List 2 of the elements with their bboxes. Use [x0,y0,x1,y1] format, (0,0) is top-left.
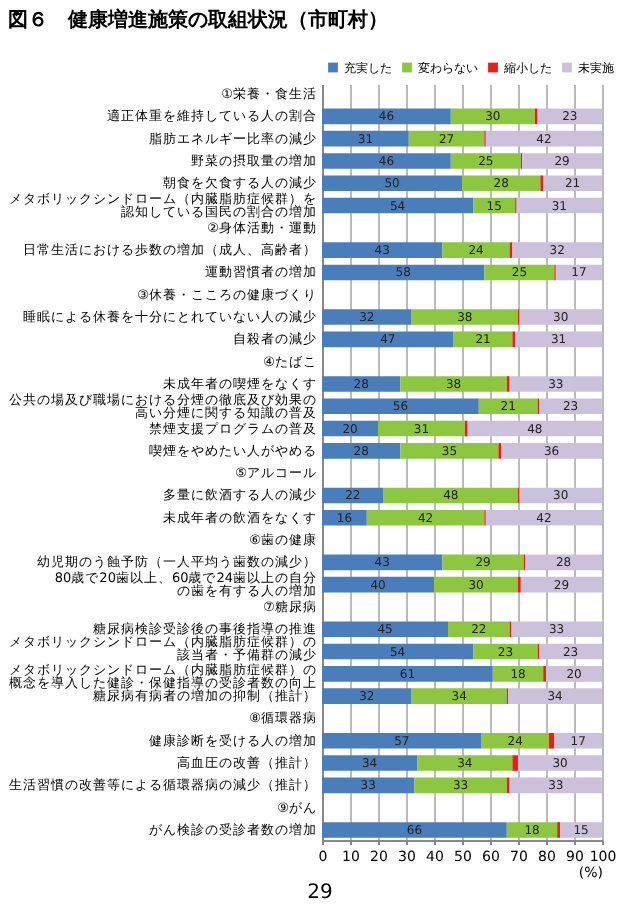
text: 29 [305,882,335,904]
chart-title: 図６ 健康増進施策の取組状況（市町村） [8,8,388,32]
